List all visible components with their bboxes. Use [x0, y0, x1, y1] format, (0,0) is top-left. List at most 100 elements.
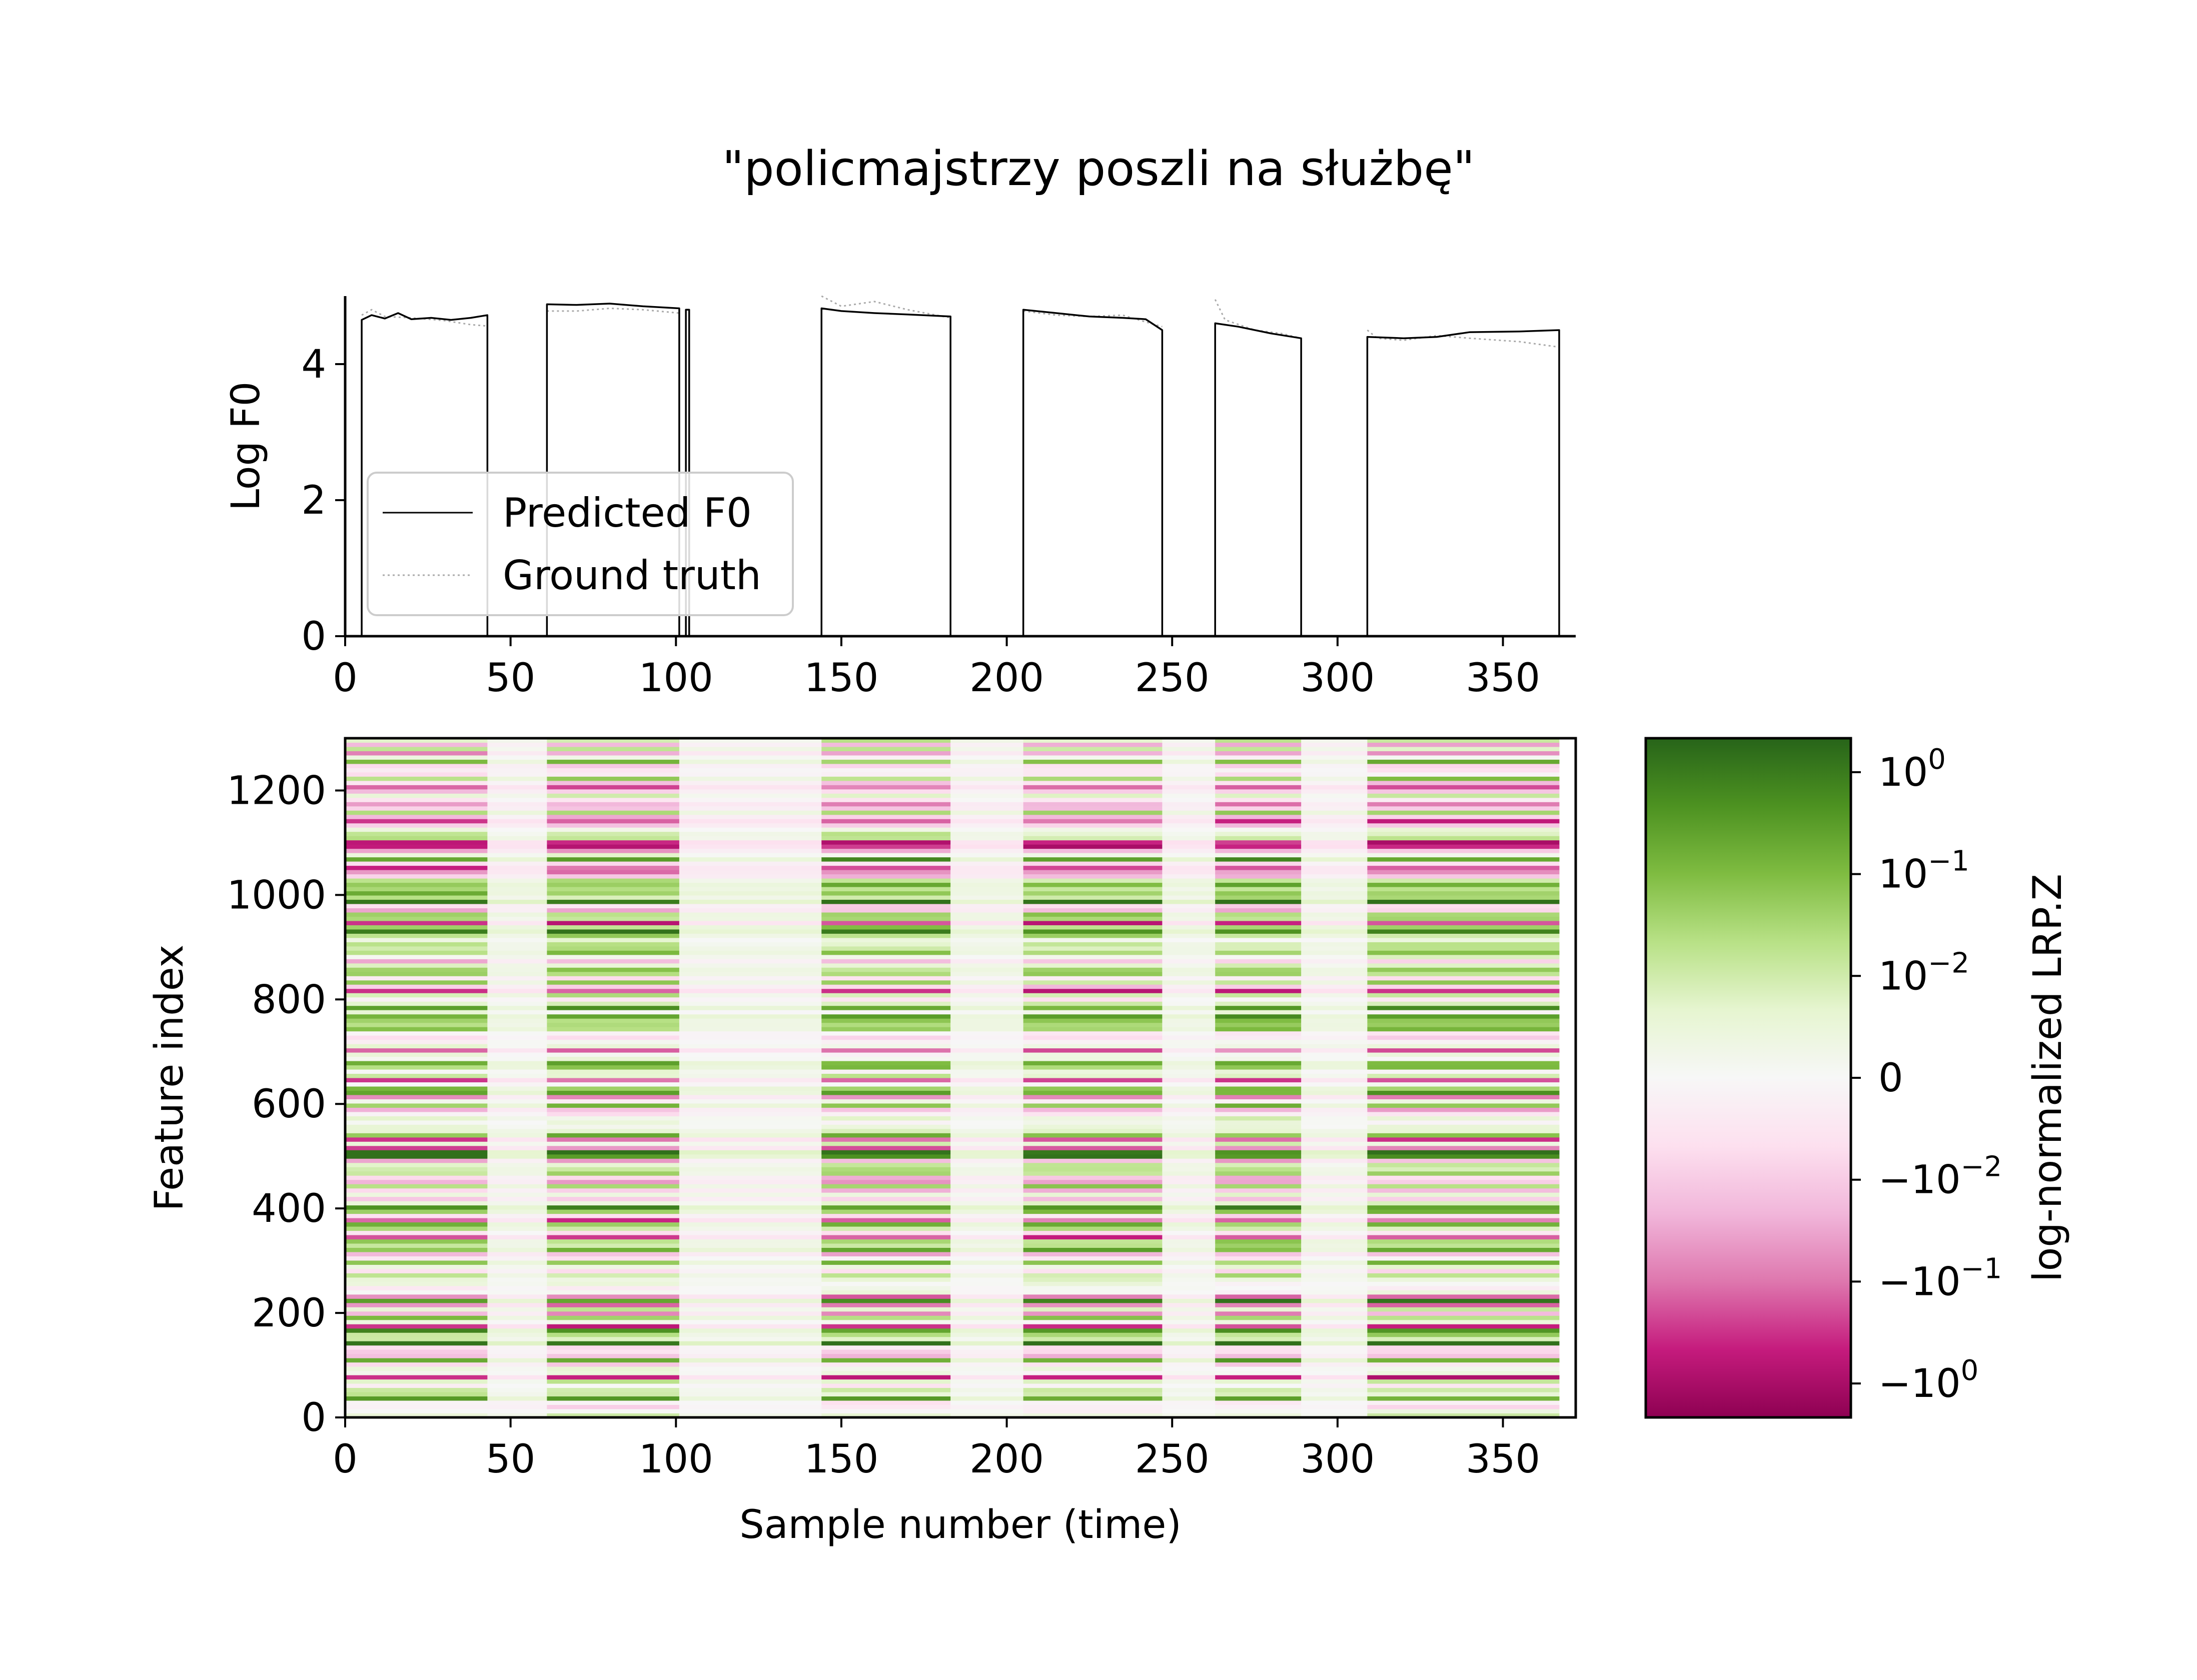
heatmap-cell	[821, 1213, 951, 1218]
heatmap-cell	[1023, 1375, 1163, 1380]
heatmap-cell	[547, 899, 680, 904]
heatmap-cell	[1367, 1256, 1560, 1261]
heatmap-cell	[950, 1103, 1024, 1108]
heatmap-cell	[679, 1375, 822, 1380]
heatmap-cell	[487, 1141, 547, 1146]
heatmap-cell	[950, 1158, 1024, 1163]
heatmap-cell	[345, 1294, 488, 1299]
heatmap-cell	[679, 882, 822, 887]
heatmap-cell	[679, 1218, 822, 1223]
heatmap-cell	[1301, 1192, 1368, 1197]
heatmap-cell	[1301, 1179, 1368, 1184]
heatmap-cell	[1162, 1332, 1216, 1337]
heatmap-cell	[950, 1171, 1024, 1176]
heatmap-cell	[1215, 1332, 1302, 1337]
heatmap-cell	[487, 1162, 547, 1167]
heatmap-cell	[547, 1213, 680, 1218]
heatmap-cell	[1162, 904, 1216, 908]
heatmap-cell	[1023, 768, 1163, 773]
heatmap-cell	[1301, 878, 1368, 883]
ground-truth-line	[1367, 329, 1560, 348]
heatmap-cell	[345, 1205, 488, 1210]
heatmap-cell	[1367, 1353, 1560, 1358]
heatmap-cell	[547, 1184, 680, 1189]
heatmap-cell	[345, 1273, 488, 1278]
heatmap-cell	[1023, 1379, 1163, 1384]
heatmap-cell	[1023, 1230, 1163, 1235]
heatmap-cell	[1301, 1027, 1368, 1032]
heatmap-cell	[547, 1069, 680, 1074]
heatmap-cell	[547, 1167, 680, 1172]
heatmap-cell	[1162, 1226, 1216, 1231]
heatmap-cell	[1215, 1061, 1302, 1066]
heatmap-cell	[1023, 1027, 1163, 1032]
heatmap-cell	[679, 1056, 822, 1061]
heatmap-cell	[345, 1277, 488, 1282]
heatmap-cell	[487, 1201, 547, 1206]
heatmap-cell	[679, 827, 822, 832]
heatmap-cell	[1367, 1103, 1560, 1108]
heatmap-cell	[1367, 1014, 1560, 1019]
heatmap-cell	[950, 1285, 1024, 1290]
heatmap-cell	[679, 1094, 822, 1099]
colorbar-label: log-normalized LRP.Z	[2025, 874, 2070, 1282]
heatmap-cell	[487, 1336, 547, 1341]
heatmap-cell	[1301, 1116, 1368, 1121]
heatmap-cell	[345, 954, 488, 959]
heatmap-cell	[821, 1392, 951, 1397]
heatmap-cell	[547, 984, 680, 989]
heatmap-cell	[821, 1188, 951, 1193]
heatmap-cell	[679, 1010, 822, 1015]
heatmap-cell	[487, 1031, 547, 1036]
heatmap-cell	[679, 908, 822, 913]
heatmap-cell	[1367, 844, 1560, 849]
heatmap-cell	[487, 1192, 547, 1197]
heatmap-cell	[821, 1298, 951, 1303]
heatmap-cell	[679, 1001, 822, 1006]
heatmap-cell	[1301, 997, 1368, 1002]
heatmap-cell	[679, 950, 822, 955]
heatmap-cell	[1215, 1082, 1302, 1087]
heatmap-cell	[1367, 793, 1560, 798]
heatmap-cell	[1215, 1235, 1302, 1240]
heatmap-cell	[547, 1018, 680, 1023]
heatmap-cell	[1162, 1120, 1216, 1125]
heatmap-cell	[547, 836, 680, 841]
heatmap-cell	[821, 1158, 951, 1163]
heatmap-cell	[547, 776, 680, 781]
heatmap-cell	[1367, 1001, 1560, 1006]
heatmap-cell	[1162, 925, 1216, 930]
heatmap-cell	[487, 1400, 547, 1405]
heatmap-cell	[1215, 1336, 1302, 1341]
heatmap-cell	[1301, 1035, 1368, 1040]
heatmap-cell	[1162, 1294, 1216, 1299]
heatmap-cell	[345, 1247, 488, 1252]
heatmap-cell	[1215, 1158, 1302, 1163]
heatmap-cell	[821, 899, 951, 904]
heatmap-cell	[1367, 1396, 1560, 1401]
heatmap-cell	[345, 1196, 488, 1201]
heatmap-cell	[1301, 1111, 1368, 1116]
heatmap-cell	[1301, 768, 1368, 773]
heatmap-cell	[821, 874, 951, 879]
heatmap-cell	[487, 1268, 547, 1273]
heatmap-cell	[345, 806, 488, 811]
heatmap-cell	[1367, 887, 1560, 892]
heatmap-cell	[487, 882, 547, 887]
heatmap-cell	[1023, 1315, 1163, 1320]
heatmap-cell	[1023, 836, 1163, 841]
heatmap-cell	[487, 1044, 547, 1049]
heatmap-cell	[1215, 814, 1302, 819]
heatmap-cell	[679, 776, 822, 781]
heatmap-cell	[1301, 759, 1368, 764]
heatmap-cell	[1162, 1086, 1216, 1091]
heatmap-cell	[1162, 1116, 1216, 1121]
heatmap-cell	[1301, 1061, 1368, 1066]
heatmap-cell	[1215, 759, 1302, 764]
heatmap-cell	[950, 904, 1024, 908]
heatmap-cell	[345, 925, 488, 930]
heatmap-cell	[950, 1213, 1024, 1218]
heatmap-cell	[1215, 1141, 1302, 1146]
